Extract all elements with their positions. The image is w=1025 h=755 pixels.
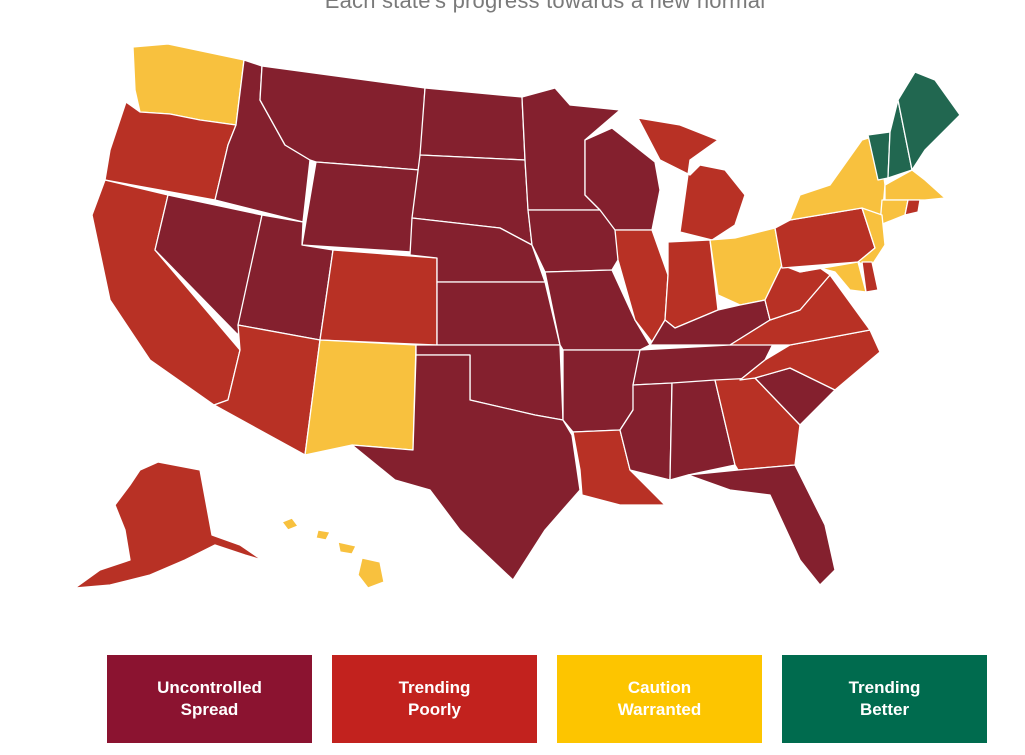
state-co[interactable] bbox=[319, 249, 438, 346]
state-nd[interactable] bbox=[419, 87, 526, 161]
legend-label: Caution Warranted bbox=[617, 678, 702, 719]
state-nm[interactable] bbox=[304, 339, 417, 456]
legend-label: Uncontrolled Spread bbox=[157, 678, 262, 719]
state-tx[interactable] bbox=[351, 354, 581, 581]
legend: Uncontrolled Spread Trending Poorly Caut… bbox=[107, 655, 987, 743]
state-ak[interactable] bbox=[74, 461, 263, 589]
state-wy[interactable] bbox=[301, 161, 421, 253]
states-group bbox=[74, 43, 961, 589]
state-ri[interactable] bbox=[904, 199, 921, 216]
legend-caution-warranted[interactable]: Caution Warranted bbox=[557, 655, 762, 743]
legend-uncontrolled-spread[interactable]: Uncontrolled Spread bbox=[107, 655, 312, 743]
state-ks[interactable] bbox=[436, 281, 561, 346]
state-al[interactable] bbox=[669, 379, 736, 481]
map-subtitle: Each state's progress towards a new norm… bbox=[324, 0, 766, 13]
state-de[interactable] bbox=[861, 261, 879, 293]
us-state-map bbox=[74, 43, 961, 589]
state-ct[interactable] bbox=[879, 199, 909, 226]
legend-trending-poorly[interactable]: Trending Poorly bbox=[332, 655, 537, 743]
state-nc[interactable] bbox=[739, 329, 881, 391]
state-mi[interactable] bbox=[637, 117, 746, 241]
state-nv[interactable] bbox=[154, 194, 263, 336]
state-mo[interactable] bbox=[544, 269, 651, 351]
legend-trending-better[interactable]: Trending Better bbox=[782, 655, 987, 743]
state-pa[interactable] bbox=[774, 207, 876, 269]
legend-label: Trending Poorly bbox=[398, 678, 471, 719]
state-fl[interactable] bbox=[687, 464, 836, 586]
state-md[interactable] bbox=[799, 261, 867, 293]
state-hi[interactable] bbox=[281, 517, 385, 589]
legend-label: Trending Better bbox=[848, 678, 921, 719]
